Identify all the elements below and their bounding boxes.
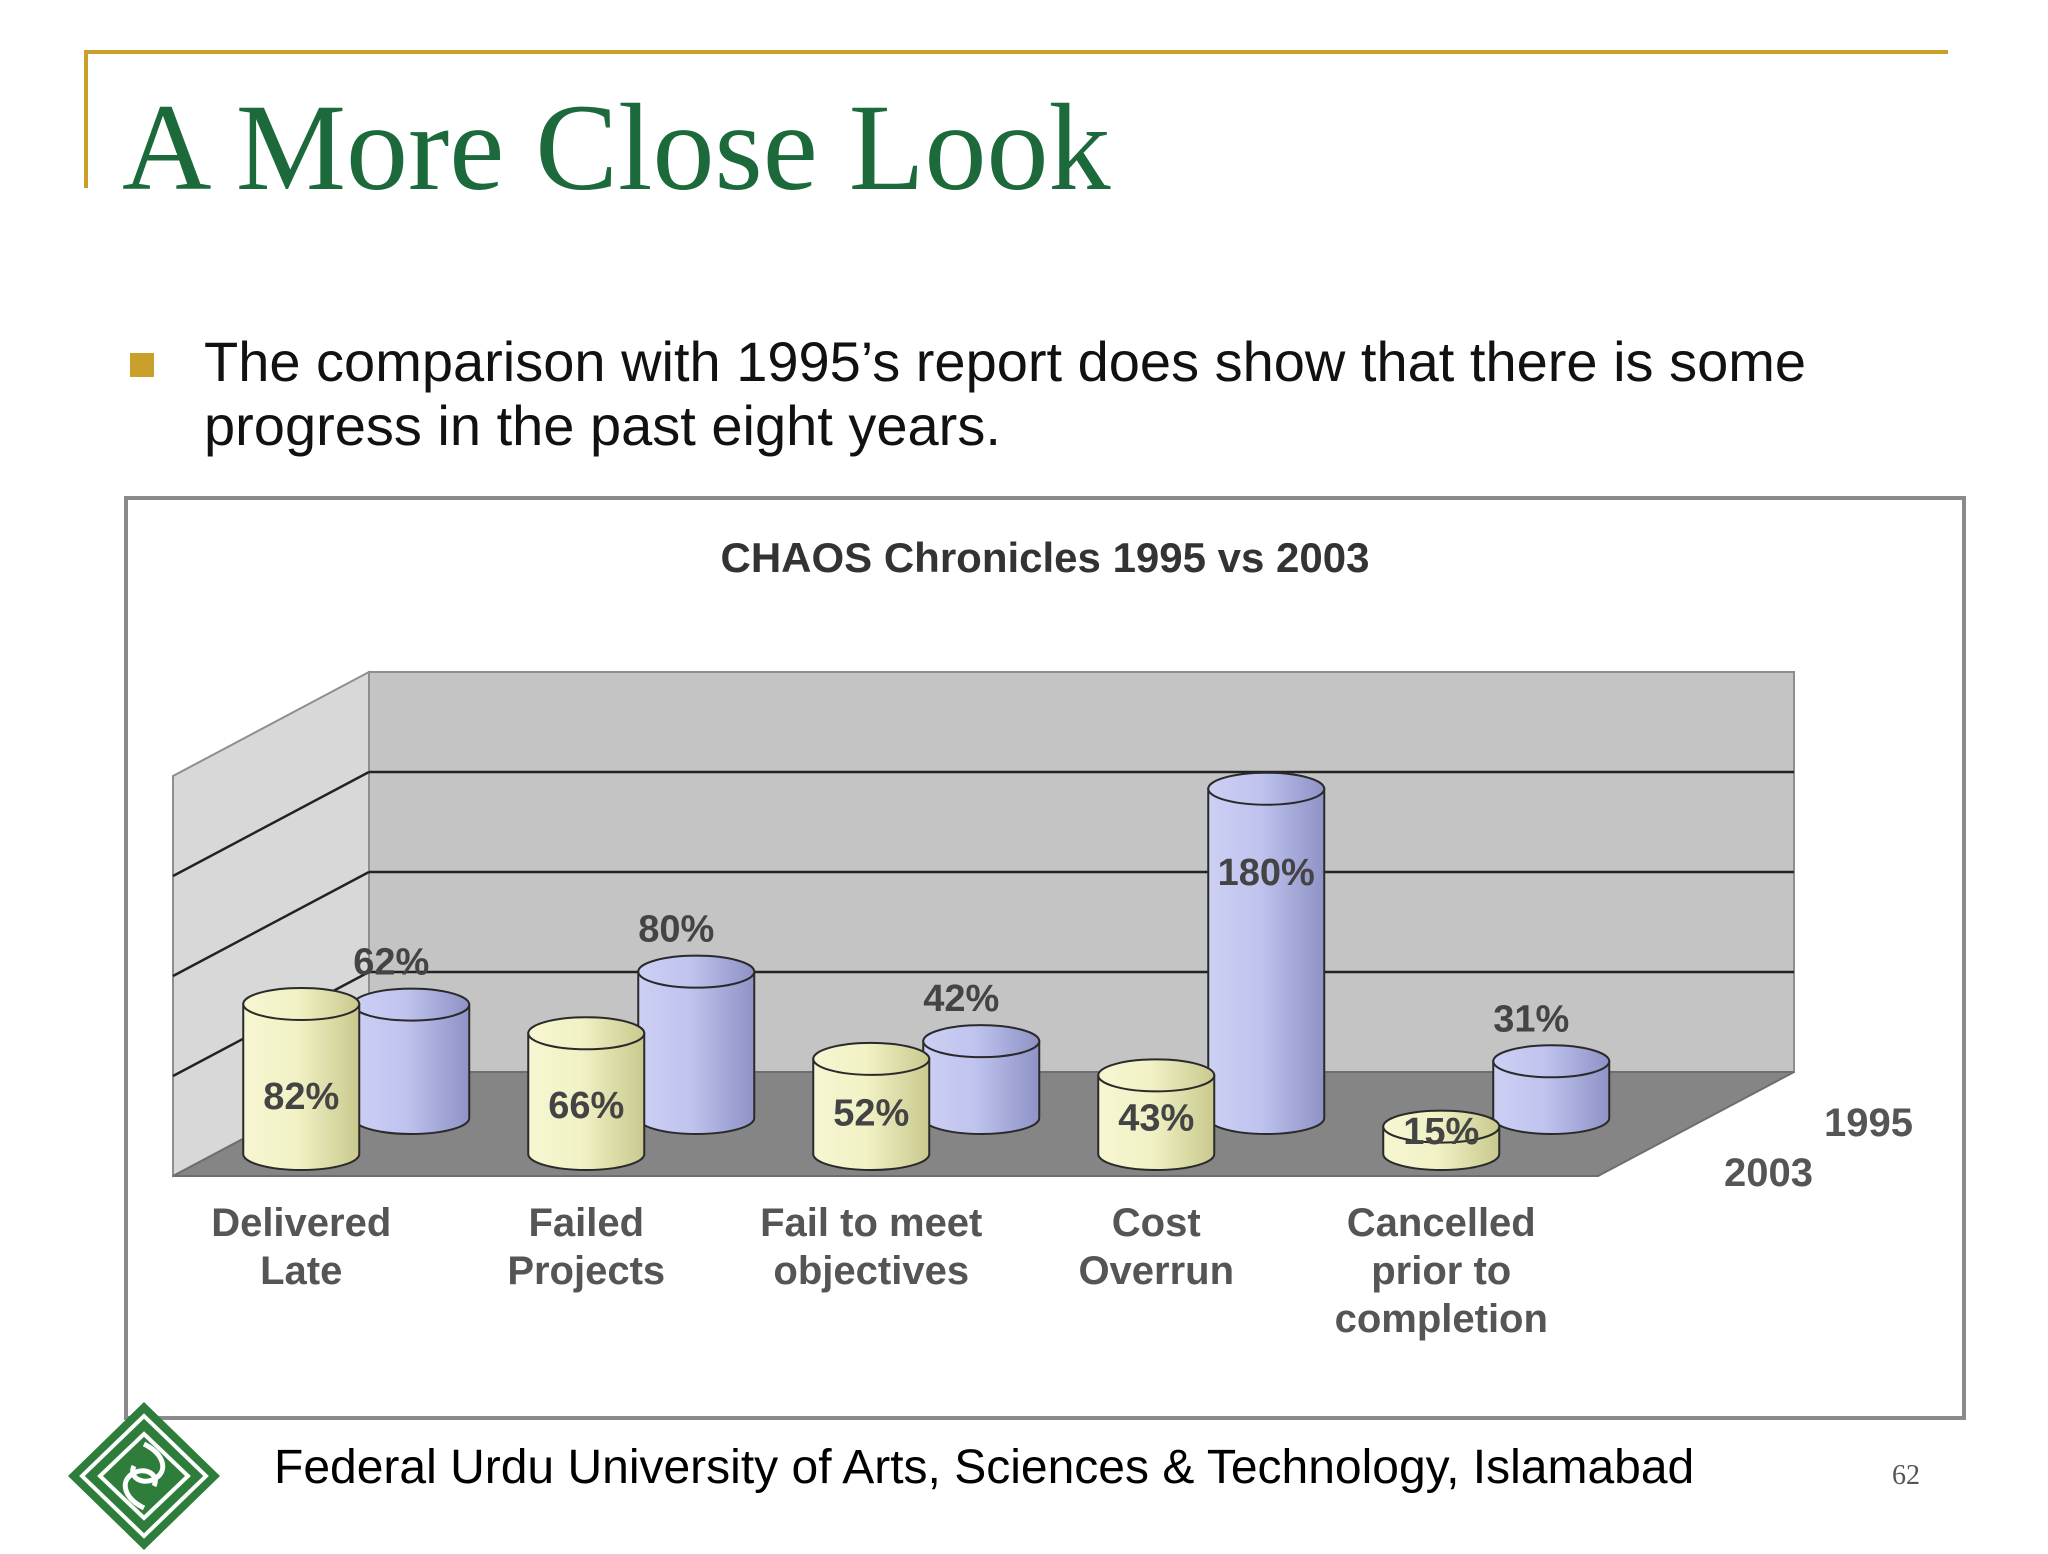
bar-2003	[242, 1003, 361, 1171]
bar-2003-top	[1382, 1109, 1501, 1144]
gridline-side	[172, 870, 370, 978]
bar-2003-top	[812, 1041, 931, 1076]
data-label-2003: 66%	[548, 1085, 624, 1127]
bar-1995-top	[1207, 771, 1326, 806]
data-label-2003: 82%	[263, 1076, 339, 1118]
data-label-1995: 31%	[1493, 998, 1569, 1040]
bar-1995-top	[352, 987, 471, 1022]
data-label-2003: 15%	[1403, 1111, 1479, 1153]
chart-svg: CHAOS Chronicles 1995 vs 2003 62% 82% Deli…	[172, 534, 1913, 1341]
data-label-2003: 43%	[1118, 1097, 1194, 1139]
category-label: prior to	[1371, 1249, 1511, 1293]
series-label-1995: 1995	[1824, 1101, 1913, 1145]
slide-title: A More Close Look	[122, 79, 1111, 216]
category-label: completion	[1335, 1297, 1548, 1341]
category-label: objectives	[773, 1249, 969, 1293]
chart-title: CHAOS Chronicles 1995 vs 2003	[721, 534, 1370, 581]
bar-1995-top	[1492, 1044, 1611, 1079]
category-label: Failed	[528, 1201, 644, 1245]
frame-top-rule	[84, 50, 1948, 54]
category-label: Fail to meet	[760, 1201, 982, 1245]
category-label: Overrun	[1078, 1249, 1234, 1293]
bar-1995-top	[922, 1024, 1041, 1059]
data-label-1995: 62%	[353, 942, 429, 984]
bar-1995	[1207, 787, 1326, 1135]
data-label-2003: 52%	[833, 1092, 909, 1134]
data-label-1995: 80%	[638, 909, 714, 951]
university-seal-icon	[68, 1402, 220, 1550]
frame-left-rule	[84, 50, 88, 188]
bar-1995	[352, 1003, 471, 1135]
bar-2003-top	[527, 1016, 646, 1051]
category-label: Late	[260, 1249, 342, 1293]
bar-2003-top	[1097, 1058, 1216, 1093]
bar-1995-top	[637, 954, 756, 989]
chart-frame: CHAOS Chronicles 1995 vs 2003 62% 82% Deli…	[124, 496, 1966, 1420]
page-number: 62	[1892, 1460, 1920, 1491]
bullet-text: The comparison with 1995’s report does s…	[204, 330, 1807, 457]
bar-1995	[637, 970, 756, 1135]
data-label-1995: 42%	[923, 978, 999, 1020]
bar-2003-top	[242, 987, 361, 1022]
category-label: Projects	[507, 1249, 665, 1293]
category-label: Cost	[1112, 1201, 1201, 1245]
bar-2003	[812, 1057, 931, 1171]
series-label-2003: 2003	[1724, 1151, 1813, 1195]
gridline-side	[172, 770, 370, 878]
bullet-marker	[130, 353, 154, 377]
category-label: Cancelled	[1347, 1201, 1536, 1245]
data-label-1995: 180%	[1218, 852, 1315, 894]
bar-2003	[527, 1032, 646, 1171]
bar-2003	[1097, 1074, 1216, 1171]
footer-text: Federal Urdu University of Arts, Science…	[274, 1441, 1695, 1494]
category-label: Delivered	[211, 1201, 391, 1245]
